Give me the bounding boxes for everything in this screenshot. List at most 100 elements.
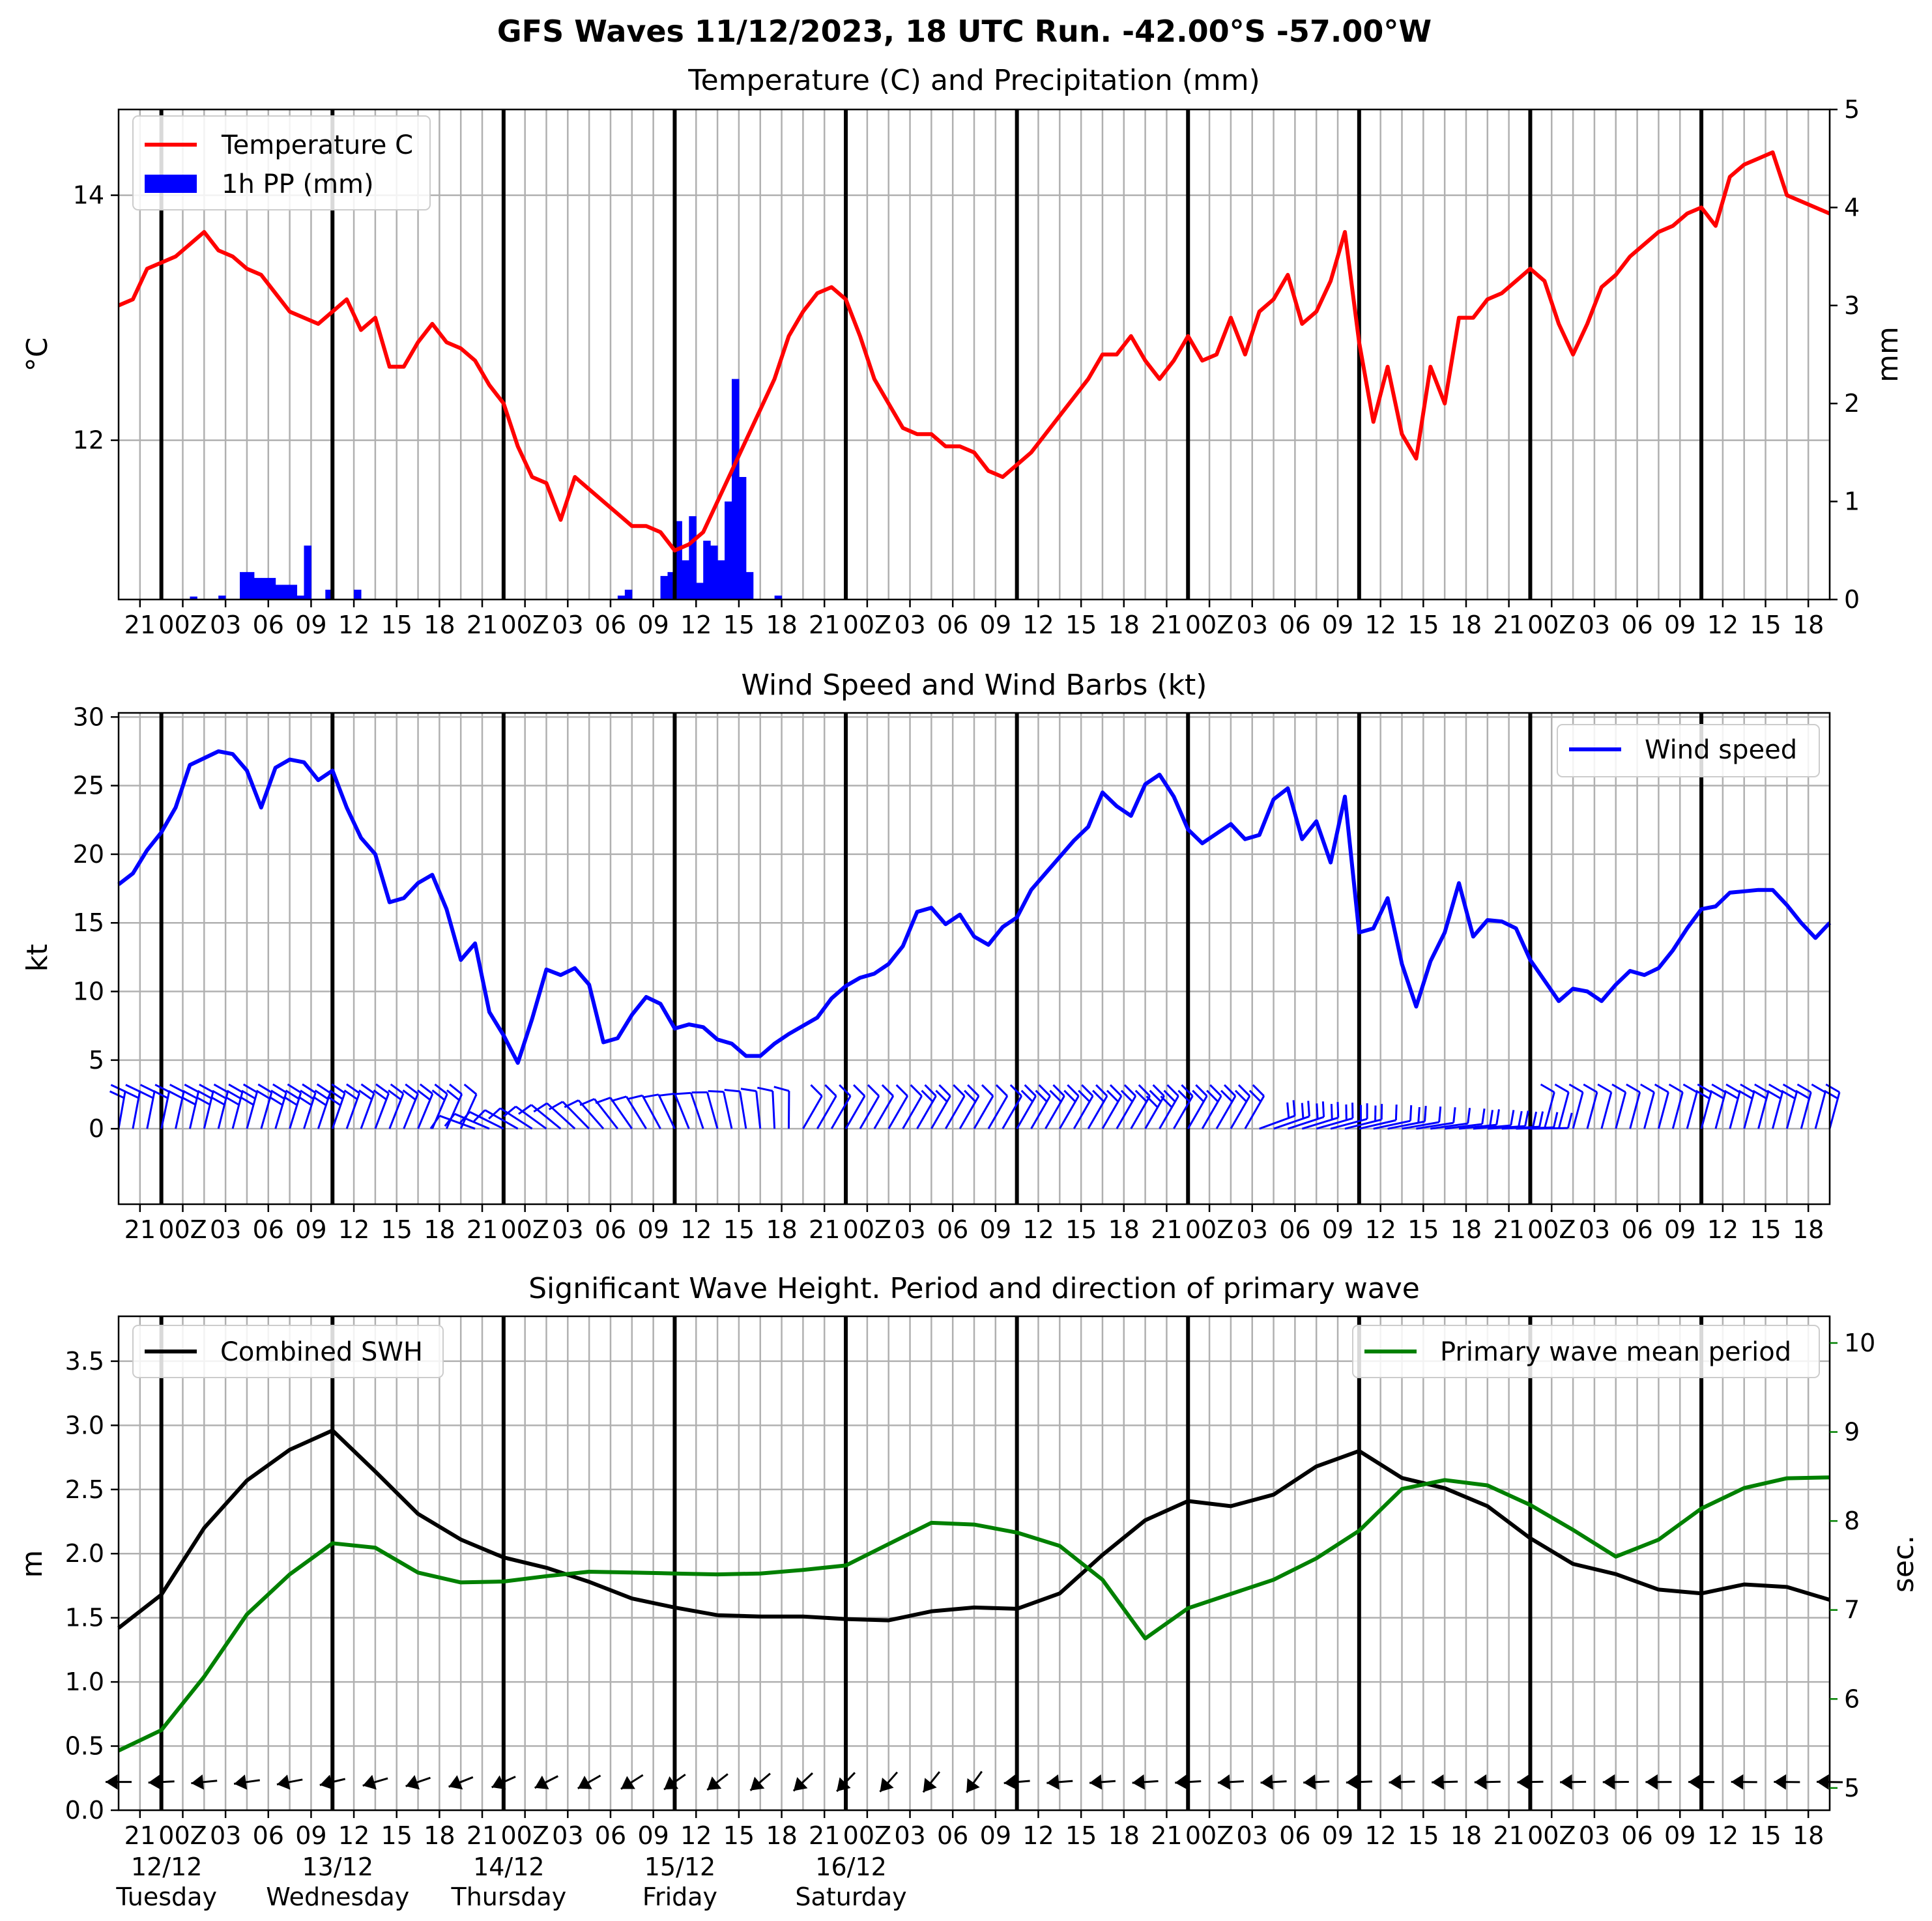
period-legend: Primary wave mean period: [1352, 1325, 1820, 1378]
wind-barb-flag: [1489, 1110, 1494, 1126]
wind-barb-flag: [358, 1090, 373, 1101]
x-tick-label: 21: [124, 1821, 156, 1850]
wind-barb-flag: [181, 1096, 196, 1106]
x-tick-label: 06: [1621, 611, 1652, 639]
wind-barb-flag: [444, 1113, 455, 1127]
wind-barb-flag: [402, 1090, 416, 1101]
wind-barb-flag: [1286, 1102, 1290, 1118]
wave-arrow-head: [1560, 1774, 1572, 1790]
x-tick-label: 18: [1108, 1215, 1140, 1244]
wind-panel-title: Wind Speed and Wind Barbs (kt): [742, 669, 1207, 702]
x-tick-label: 21: [1493, 611, 1524, 639]
x-tick-label: 06: [595, 1821, 626, 1850]
wind-barb-flag: [1195, 1084, 1208, 1097]
wind-barb-flag: [935, 1090, 948, 1103]
wind-barb-flag: [1532, 1111, 1538, 1127]
precip-bar: [617, 595, 626, 599]
wind-barb-flag: [283, 1095, 298, 1106]
y-tick-label: 5: [1844, 1774, 1860, 1802]
wind-barb-flag: [169, 1084, 184, 1093]
wind-barb-flag: [255, 1090, 270, 1100]
wind-barb-flag: [1181, 1084, 1194, 1097]
wind-barb: [657, 1094, 676, 1129]
x-tick-label: 18: [1450, 1821, 1482, 1850]
wind-barb-flag: [1081, 1084, 1094, 1097]
wind-barb-flag: [1237, 1084, 1250, 1097]
wave-arrow-head: [793, 1777, 808, 1791]
wind-barb-flag: [1811, 1083, 1826, 1093]
wind-barb-flag: [1120, 1090, 1133, 1103]
wind-barb-flag: [502, 1105, 517, 1118]
wind-barb: [1543, 1091, 1555, 1129]
wind-barb-flag: [239, 1096, 254, 1106]
legend-swh: Combined SWH: [220, 1337, 423, 1367]
wind-barb: [1444, 1123, 1482, 1130]
wind-barb: [1530, 1127, 1568, 1130]
temperature-panel-title: Temperature (C) and Precipitation (mm): [687, 64, 1260, 97]
wind-y-axis-label: kt: [21, 944, 54, 972]
x-tick-label: 21: [467, 1821, 498, 1850]
wind-barb-flag: [1568, 1083, 1583, 1093]
x-tick-label: 09: [1664, 611, 1695, 639]
wind-barb-flag: [1825, 1083, 1840, 1093]
wind-barb-flag: [1709, 1090, 1725, 1100]
day-date-label: 14/12: [473, 1853, 545, 1881]
wind-barb-flag: [1768, 1083, 1783, 1093]
wave-panel-title: Significant Wave Height. Period and dire…: [528, 1272, 1420, 1305]
wind-barb-flag: [548, 1101, 564, 1110]
x-tick-label: 12: [338, 1215, 369, 1244]
day-date-label: 16/12: [815, 1853, 887, 1881]
day-weekday-label: Thursday: [450, 1883, 566, 1911]
wave-arrow-head: [1303, 1774, 1316, 1790]
day-weekday-label: Tuesday: [115, 1883, 217, 1911]
wave-arrow-head: [923, 1778, 937, 1793]
x-tick-label: 00Z: [1185, 1215, 1233, 1244]
x-tick-label: 21: [1493, 1821, 1524, 1850]
y-tick-label: 1: [1844, 487, 1860, 516]
wind-barb-flag: [300, 1090, 314, 1100]
day-date-label: 12/12: [131, 1853, 203, 1881]
wave-direction-arrows: [106, 1770, 1843, 1793]
x-tick-label: 06: [937, 1215, 968, 1244]
wind-barb-flag: [824, 1084, 837, 1097]
wind-barb: [1473, 1124, 1511, 1130]
wind-barb-flag: [1106, 1090, 1119, 1103]
x-tick-label: 09: [1322, 611, 1353, 639]
wind-barb-flag: [488, 1107, 501, 1119]
x-tick-label: 12: [1364, 1821, 1396, 1850]
wave-arrow-head: [1260, 1774, 1273, 1790]
x-tick-label: 09: [1664, 1821, 1695, 1850]
wave-arrow-head: [1731, 1774, 1744, 1790]
wave-arrow-head: [1645, 1774, 1658, 1790]
x-tick-label: 15: [1750, 1215, 1781, 1244]
wind-barb-flag: [1052, 1084, 1065, 1097]
wind-barb: [1643, 1091, 1655, 1129]
wind-barb: [844, 1095, 866, 1129]
temperature-x-ticks: 21 00Z 03 06 09 12 15 18 21 00Z 03 06 09 12 15 18 21 00Z 0…: [124, 599, 1824, 639]
wave-arrow-head: [1432, 1774, 1445, 1790]
x-tick-label: 18: [766, 1821, 797, 1850]
wave-arrow-head: [577, 1776, 592, 1789]
wind-barb-flag: [1160, 1095, 1173, 1108]
y-tick-label: 3.0: [65, 1411, 104, 1439]
wind-barb: [706, 1091, 719, 1129]
wind-barb-flag: [154, 1084, 170, 1093]
wind-barb-flag: [1553, 1112, 1559, 1128]
temperature-y-ticks: 12 14: [73, 181, 119, 455]
wind-barb-flag: [1163, 1090, 1176, 1103]
wind-barb-flag: [1626, 1083, 1641, 1093]
wind-barb-flag: [1248, 1090, 1262, 1103]
y-tick-label: 1.0: [65, 1668, 104, 1696]
precip-bar: [289, 585, 298, 599]
wind-barb-flag: [1639, 1083, 1655, 1093]
day-weekday-label: Saturday: [795, 1883, 906, 1911]
wind-barb-flag: [627, 1094, 643, 1101]
wind-barb-flag: [388, 1090, 402, 1101]
wind-barb-flag: [182, 1090, 197, 1099]
wind-barb-flag: [1740, 1083, 1755, 1093]
x-tick-label: 15: [381, 611, 412, 639]
wind-barb: [1814, 1091, 1826, 1129]
precip-bar: [304, 545, 311, 599]
wind-barb-flag: [757, 1086, 773, 1092]
